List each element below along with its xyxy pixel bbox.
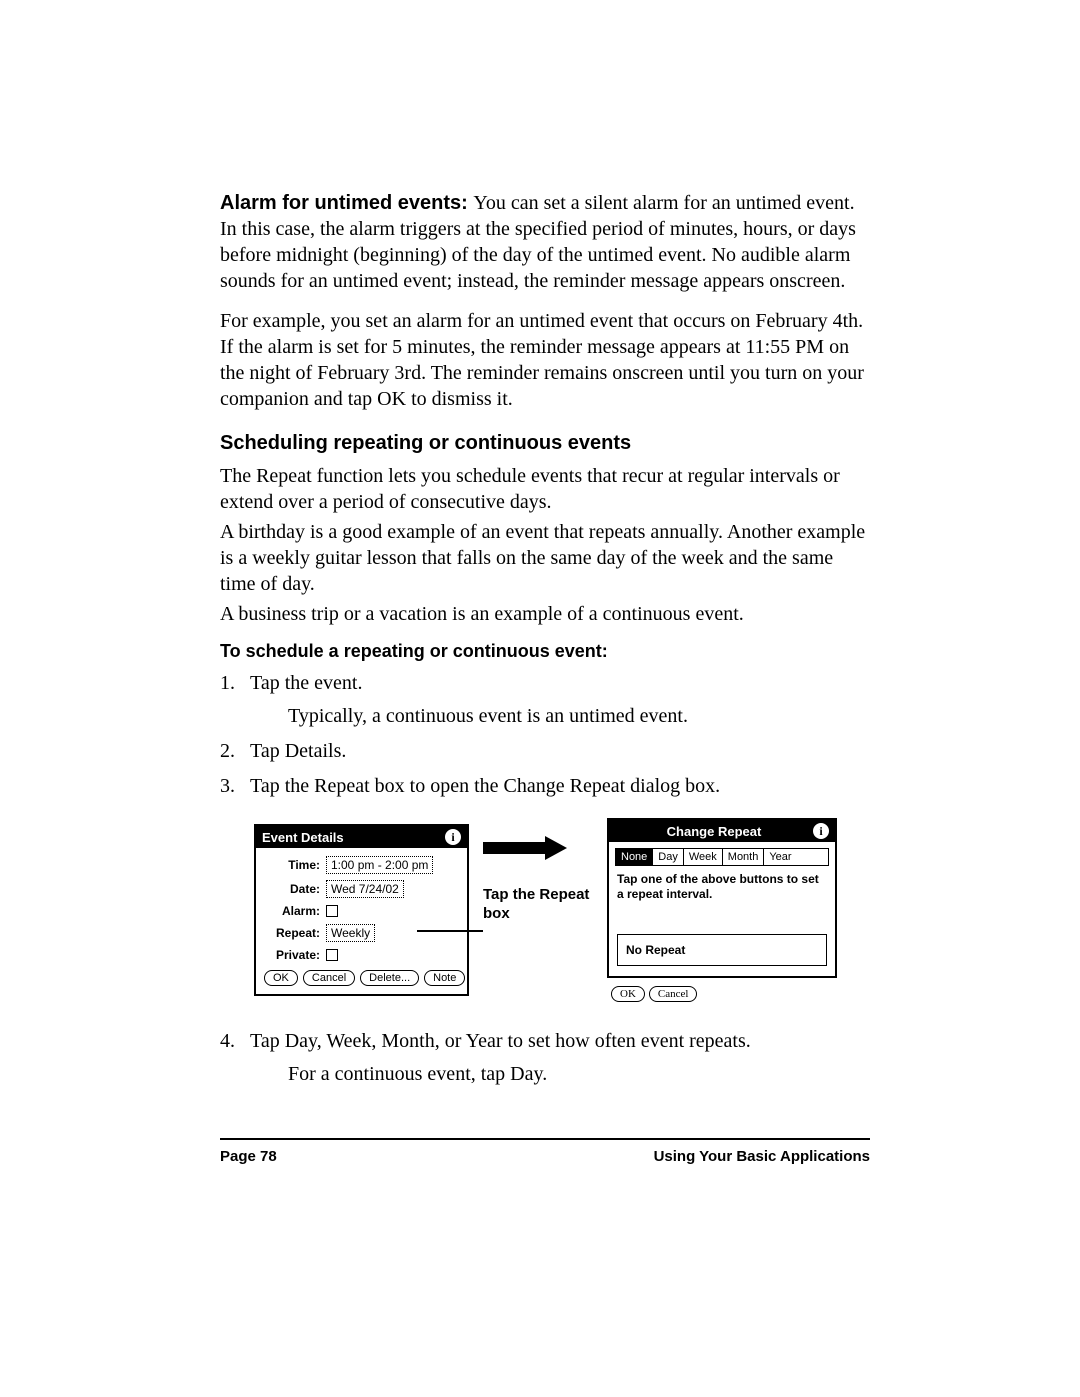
private-label: Private: [264,948,326,962]
annotation-column: Tap the Repeat box [483,818,593,924]
info-icon[interactable]: i [813,823,829,839]
change-repeat-wrapper: Change Repeat i None Day Week Month Year… [607,818,837,1002]
step-number: 4. [220,1028,250,1088]
repeat-tabs: None Day Week Month Year [615,848,829,866]
date-value[interactable]: Wed 7/24/02 [326,880,404,898]
cancel-button[interactable]: Cancel [303,970,355,986]
step-number: 1. [220,670,250,730]
dialog-title-bar: Event Details i [256,826,467,848]
time-value[interactable]: 1:00 pm - 2:00 pm [326,856,433,874]
step-2: 2. Tap Details. [220,738,870,765]
private-checkbox[interactable] [326,949,338,961]
tab-month[interactable]: Month [723,849,765,865]
page-footer: Page 78 Using Your Basic Applications [220,1138,870,1165]
step-sub: Typically, a continuous event is an unti… [288,703,870,730]
repeat-row: Repeat: Weekly [264,924,459,942]
ok-button[interactable]: OK [611,986,645,1002]
document-page: Alarm for untimed events: You can set a … [0,0,1080,1397]
arrow-icon [483,838,569,858]
paragraph-example: For example, you set an alarm for an unt… [220,308,870,412]
connector-line [417,930,483,932]
info-icon[interactable]: i [445,829,461,845]
step-sub: For a continuous event, tap Day. [288,1061,870,1088]
private-row: Private: [264,948,459,962]
steps-list: 1. Tap the event. Typically, a continuou… [220,670,870,800]
alarm-label: Alarm: [264,904,326,918]
instruction-text: Tap one of the above buttons to set a re… [609,872,835,908]
steps-list-cont: 4. Tap Day, Week, Month, or Year to set … [220,1028,870,1088]
step-number: 2. [220,738,250,765]
dialog-body: Time: 1:00 pm - 2:00 pm Date: Wed 7/24/0… [256,848,467,994]
procedure-heading: To schedule a repeating or continuous ev… [220,641,870,662]
page-number: Page 78 [220,1148,277,1165]
event-details-dialog: Event Details i Time: 1:00 pm - 2:00 pm … [254,824,469,996]
date-row: Date: Wed 7/24/02 [264,880,459,898]
note-button[interactable]: Note [424,970,465,986]
no-repeat-box: No Repeat [617,934,827,966]
tab-day[interactable]: Day [653,849,684,865]
step-text: Tap Day, Week, Month, or Year to set how… [250,1030,751,1052]
tab-none[interactable]: None [616,849,653,865]
step-1: 1. Tap the event. Typically, a continuou… [220,670,870,730]
date-label: Date: [264,882,326,896]
tab-year[interactable]: Year [764,849,796,865]
ok-button[interactable]: OK [264,970,298,986]
change-repeat-dialog: Change Repeat i None Day Week Month Year… [607,818,837,978]
time-label: Time: [264,858,326,872]
repeat-value[interactable]: Weekly [326,924,375,942]
dialog-title: Change Repeat [615,824,813,839]
dialog-title: Event Details [262,830,344,845]
button-row: OK Cancel Delete... Note [264,970,459,986]
repeat-label: Repeat: [264,926,326,940]
paragraph-business-trip: A business trip or a vacation is an exam… [220,601,870,627]
paragraph-alarm-untimed: Alarm for untimed events: You can set a … [220,190,870,294]
step-text: Tap Details. [250,740,346,762]
time-row: Time: 1:00 pm - 2:00 pm [264,856,459,874]
section-heading: Scheduling repeating or continuous event… [220,432,870,455]
step-number: 3. [220,773,250,800]
paragraph-birthday: A birthday is a good example of an event… [220,519,870,597]
change-repeat-buttons: OK Cancel [607,978,837,1002]
delete-button[interactable]: Delete... [360,970,419,986]
alarm-row: Alarm: [264,904,459,918]
cancel-button[interactable]: Cancel [649,986,698,1002]
step-3: 3. Tap the Repeat box to open the Change… [220,773,870,800]
step-text: Tap the event. [250,672,362,694]
alarm-checkbox[interactable] [326,905,338,917]
dialog-title-bar: Change Repeat i [609,820,835,842]
step-text: Tap the Repeat box to open the Change Re… [250,775,720,797]
figure: Event Details i Time: 1:00 pm - 2:00 pm … [254,818,870,1002]
paragraph-repeat-intro: The Repeat function lets you schedule ev… [220,463,870,515]
tab-week[interactable]: Week [684,849,723,865]
step-4: 4. Tap Day, Week, Month, or Year to set … [220,1028,870,1088]
lead-label: Alarm for untimed events: [220,192,473,214]
caption-text: Tap the Repeat box [483,886,593,924]
footer-title: Using Your Basic Applications [654,1148,870,1165]
